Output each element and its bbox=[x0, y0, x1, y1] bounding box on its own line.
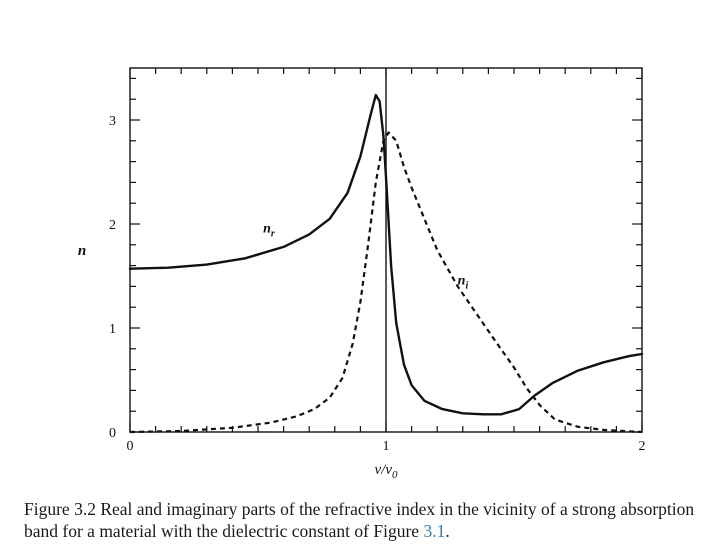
series-line-n-i bbox=[129, 131, 643, 434]
y-tick-label: 3 bbox=[109, 114, 116, 129]
x-tick-label: 0 bbox=[127, 439, 134, 454]
chart-figure: 0 1 2 0 1 2 3 ν/ν0 n nr ni bbox=[78, 67, 646, 481]
series-label-subscript: r bbox=[271, 228, 275, 239]
x-axis-title-subscript: 0 bbox=[392, 469, 398, 480]
x-tick-label: 1 bbox=[383, 439, 390, 454]
series-label-n-i: ni bbox=[458, 273, 469, 291]
y-tick-label: 1 bbox=[109, 322, 116, 337]
figure-caption: Figure 3.2 Real and imaginary parts of t… bbox=[24, 498, 704, 542]
chart-svg: 0 1 2 0 1 2 3 ν/ν0 n nr ni bbox=[78, 67, 646, 481]
x-axis-title: ν/ν0 bbox=[375, 462, 398, 480]
series-label-n-r: nr bbox=[263, 221, 275, 239]
y-axis-title: n bbox=[78, 243, 86, 259]
series-label-subscript: i bbox=[465, 280, 468, 291]
caption-text: Figure 3.2 Real and imaginary parts of t… bbox=[24, 499, 695, 541]
y-tick-label: 0 bbox=[109, 426, 116, 441]
x-tick-label: 2 bbox=[639, 439, 646, 454]
caption-period: . bbox=[445, 521, 450, 541]
series-line-n-r bbox=[128, 93, 644, 416]
caption-figure-link[interactable]: 3.1 bbox=[423, 521, 446, 541]
y-tick-label: 2 bbox=[109, 218, 116, 233]
